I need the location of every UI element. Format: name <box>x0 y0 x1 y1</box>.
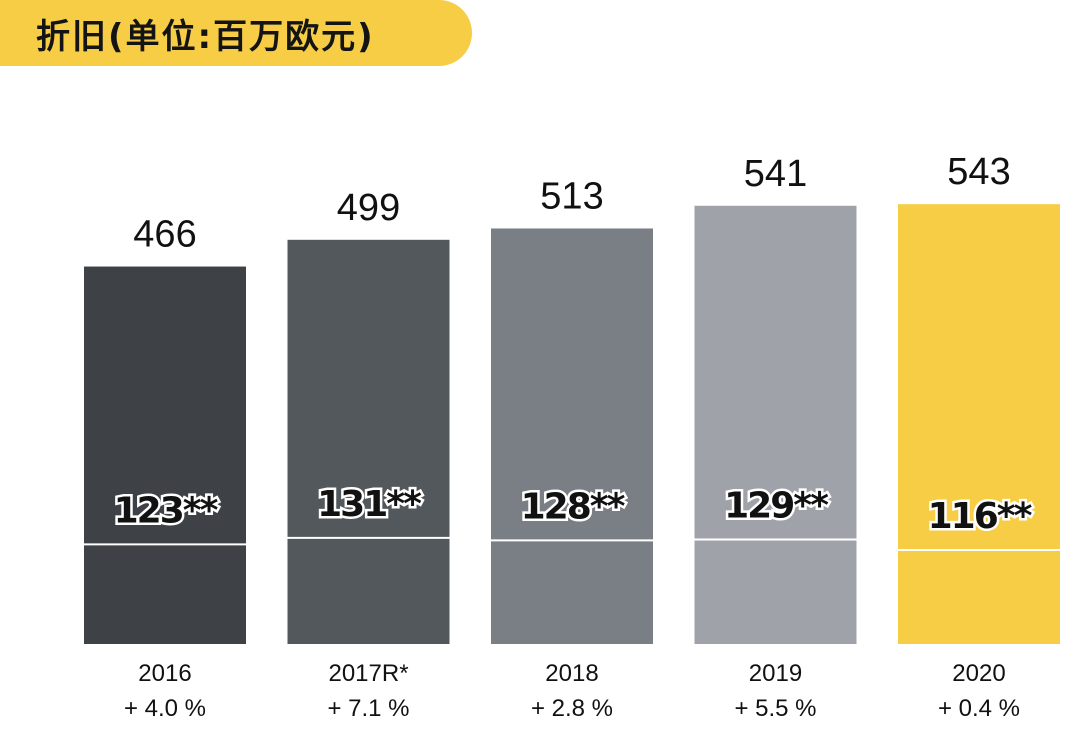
x-tick-label: 2016 <box>138 660 191 687</box>
growth-label: + 2.8 % <box>531 695 613 722</box>
bar-value-label: 541 <box>744 153 807 195</box>
growth-label: + 5.5 % <box>734 695 816 722</box>
bar-2018 <box>491 228 653 644</box>
sub-value-label: 129** <box>724 486 829 527</box>
growth-label: + 0.4 % <box>938 695 1020 722</box>
bar-2020 <box>898 204 1060 645</box>
x-tick-label: 2020 <box>952 660 1005 687</box>
sub-value-label: 131** <box>317 484 422 525</box>
x-tick-label: 2017R* <box>328 660 408 687</box>
sub-value-label: 123** <box>114 490 219 531</box>
x-tick-label: 2018 <box>545 660 598 687</box>
growth-label: + 7.1 % <box>327 695 409 722</box>
sub-value-label: 128** <box>521 486 626 527</box>
chart-title: 折旧(单位:百万欧元) <box>36 17 375 57</box>
bar-2017R* <box>287 239 450 644</box>
bar-2016 <box>84 266 246 644</box>
chart-title-badge: 折旧(单位:百万欧元) <box>0 0 472 66</box>
bar-value-label: 466 <box>133 214 196 256</box>
bar-value-label: 499 <box>337 187 400 229</box>
bar-value-label: 543 <box>947 151 1010 193</box>
bar-value-label: 513 <box>540 175 603 217</box>
bar-2019 <box>694 205 857 645</box>
sub-value-label: 116** <box>928 496 1033 537</box>
x-tick-label: 2019 <box>749 660 802 687</box>
growth-label: + 4.0 % <box>124 695 206 722</box>
